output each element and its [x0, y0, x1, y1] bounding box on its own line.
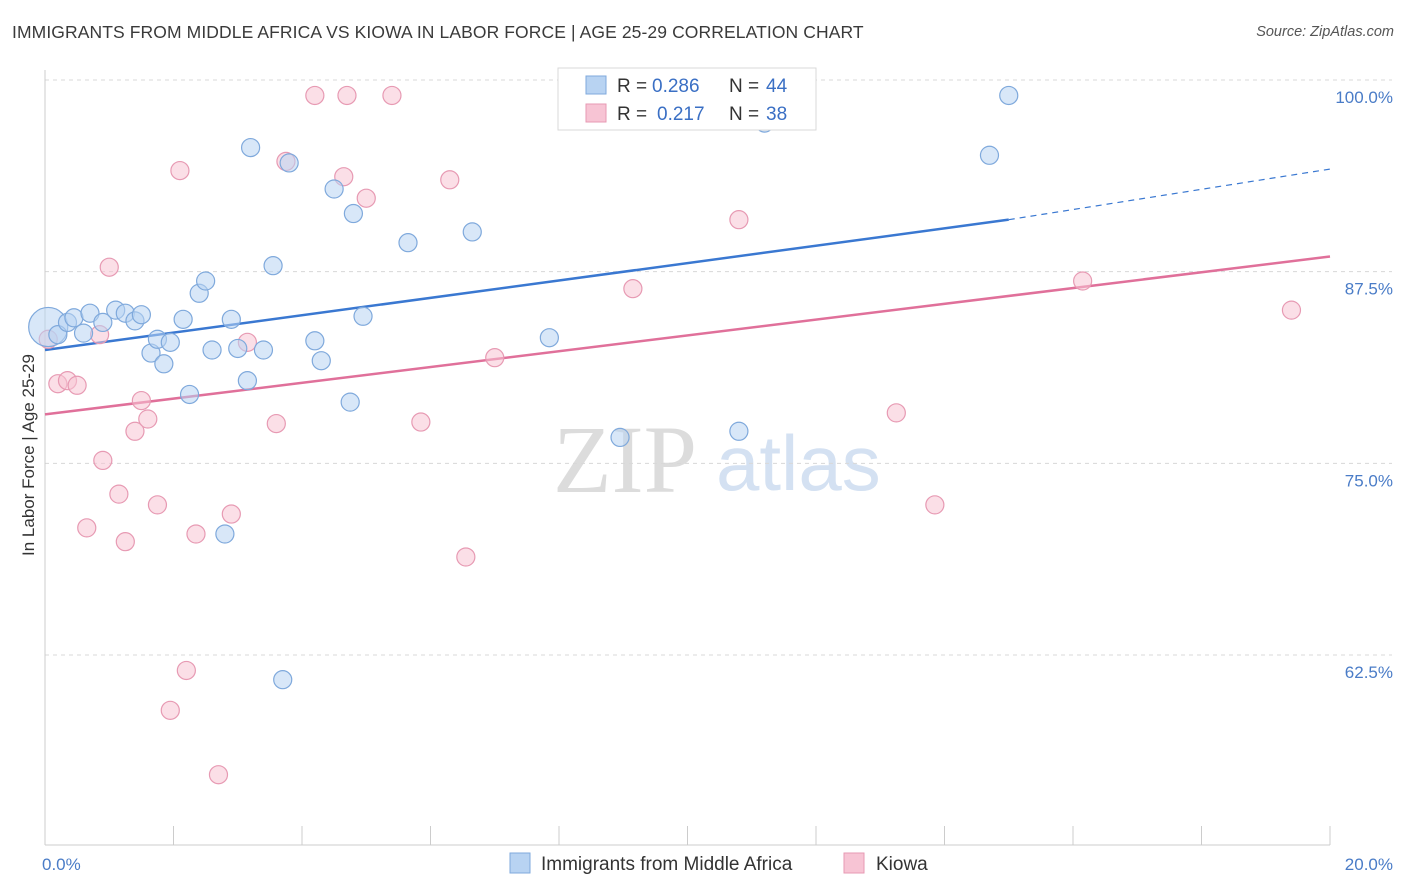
point-pink-6 [93, 450, 113, 471]
legend-r-value-2: 0.217 [657, 104, 705, 125]
point-pink-34 [886, 403, 906, 423]
legend-n-label-1: N = [729, 76, 759, 97]
x-tick-labels: 0.0% 20.0% [42, 855, 1393, 874]
point-pink-8 [109, 484, 129, 504]
point-blue-24 [240, 137, 261, 158]
point-pink-13 [147, 495, 168, 515]
x-tick-label-0: 0.0% [42, 855, 81, 874]
legend-r-value-1: 0.286 [652, 76, 700, 97]
point-pink-30 [456, 547, 476, 567]
point-blue-13 [154, 354, 174, 374]
point-blue-42 [979, 145, 1000, 165]
point-pink-19 [221, 504, 241, 524]
point-blue-16 [179, 384, 200, 405]
y-tick-label-1: 87.5% [1345, 280, 1393, 299]
point-blue-32 [340, 392, 360, 412]
point-pink-3 [67, 375, 87, 395]
point-blue-10 [131, 305, 151, 325]
y-tick-label-2: 75.0% [1345, 471, 1393, 490]
point-blue-31 [324, 179, 344, 199]
point-blue-34 [353, 306, 373, 326]
point-pink-31 [485, 348, 505, 368]
point-pink-15 [170, 160, 190, 181]
trend-line-pink [44, 255, 1331, 416]
point-pink-9 [115, 532, 135, 552]
point-blue-29 [305, 331, 325, 351]
point-pink-26 [356, 188, 376, 208]
legend-n-value-2: 38 [766, 104, 787, 125]
series-legend-label-2: Kiowa [876, 854, 928, 875]
legend-swatch-pink [585, 103, 607, 123]
point-pink-28 [411, 412, 431, 432]
stats-legend: R = 0.286 N = 44 R = 0.217 N = 38 [557, 67, 817, 131]
point-pink-17 [186, 524, 206, 544]
point-blue-15 [173, 309, 193, 329]
point-blue-6 [93, 312, 113, 333]
legend-r-label-2: R = [617, 104, 647, 125]
trend-lines [44, 168, 1331, 416]
point-pink-29 [440, 170, 460, 190]
series-legend: Immigrants from Middle Africa Kiowa [509, 852, 928, 875]
point-blue-4 [73, 323, 94, 343]
point-pink-21 [266, 413, 286, 434]
series-legend-swatch-blue [509, 852, 531, 874]
point-pink-4 [77, 518, 97, 538]
chart-title: IMMIGRANTS FROM MIDDLE AFRICA VS KIOWA I… [12, 22, 864, 42]
point-blue-25 [253, 340, 274, 360]
legend-n-label-2: N = [729, 104, 759, 125]
point-pink-14 [160, 700, 180, 720]
point-blue-26 [263, 256, 283, 276]
y-tick-label-0: 100.0% [1335, 88, 1393, 107]
y-tick-label-3: 62.5% [1345, 663, 1393, 682]
point-pink-16 [176, 660, 196, 681]
point-blue-33 [343, 203, 364, 224]
point-pink-37 [1281, 300, 1302, 320]
point-pink-35 [925, 495, 945, 515]
legend-swatch-blue [585, 75, 607, 95]
legend-n-value-1: 44 [766, 76, 788, 97]
point-blue-27 [273, 670, 293, 690]
y-tick-labels: 100.0% 87.5% 75.0% 62.5% [1335, 88, 1393, 682]
point-blue-14 [160, 332, 180, 352]
series-legend-label-1: Immigrants from Middle Africa [541, 854, 793, 875]
point-blue-23 [237, 371, 258, 391]
point-pink-10 [125, 421, 145, 441]
y-axis-label: In Labor Force | Age 25-29 [19, 354, 38, 556]
point-blue-30 [311, 351, 331, 371]
axes [44, 70, 1331, 846]
point-pink-33 [729, 210, 749, 230]
trend-line-blue-extension [1008, 168, 1331, 221]
point-blue-43 [999, 85, 1019, 106]
point-pink-11 [131, 390, 151, 411]
grid-lines [45, 79, 1392, 656]
point-blue-19 [202, 340, 222, 360]
watermark-zip: ZIP [553, 406, 697, 513]
point-blue-20 [215, 524, 235, 544]
point-pink-7 [99, 257, 119, 277]
series-legend-swatch-pink [843, 852, 865, 874]
chart-source: Source: ZipAtlas.com [1256, 24, 1394, 40]
point-blue-36 [462, 222, 482, 242]
point-blue-22 [228, 338, 248, 359]
trend-line-blue [44, 218, 1009, 352]
point-blue-28 [279, 153, 299, 173]
point-blue-39 [610, 427, 630, 448]
legend-r-label-1: R = [617, 76, 647, 97]
point-pink-23 [305, 85, 325, 106]
point-pink-12 [138, 409, 158, 429]
point-pink-25 [337, 85, 357, 106]
x-tick-label-1: 20.0% [1345, 855, 1393, 874]
point-pink-18 [208, 765, 229, 785]
point-pink-27 [382, 85, 402, 106]
point-blue-18 [196, 271, 216, 291]
point-blue-40 [729, 421, 749, 441]
point-pink-32 [623, 279, 643, 299]
point-blue-21 [221, 309, 241, 329]
point-blue-35 [398, 233, 418, 253]
point-blue-37 [539, 328, 559, 348]
point-pink-36 [1073, 271, 1093, 291]
